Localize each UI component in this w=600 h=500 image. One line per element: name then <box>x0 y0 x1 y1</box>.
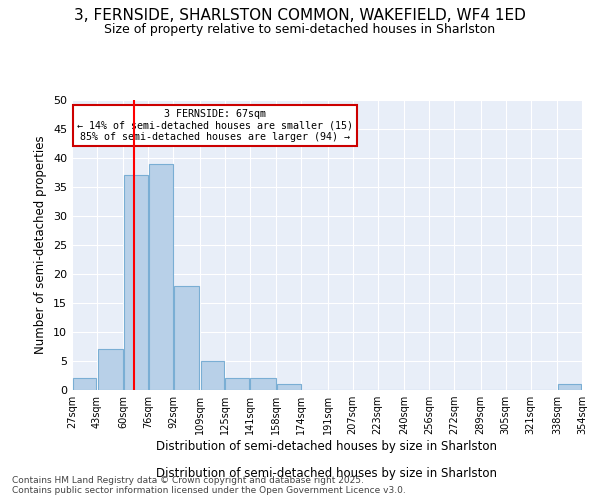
Bar <box>200 361 224 390</box>
Bar <box>174 286 199 390</box>
Text: 3, FERNSIDE, SHARLSTON COMMON, WAKEFIELD, WF4 1ED: 3, FERNSIDE, SHARLSTON COMMON, WAKEFIELD… <box>74 8 526 22</box>
X-axis label: Distribution of semi-detached houses by size in Sharlston: Distribution of semi-detached houses by … <box>157 440 497 453</box>
Bar <box>124 176 148 390</box>
Bar <box>250 378 275 390</box>
Bar <box>226 378 249 390</box>
Bar <box>73 378 97 390</box>
Text: Size of property relative to semi-detached houses in Sharlston: Size of property relative to semi-detach… <box>104 22 496 36</box>
Text: Distribution of semi-detached houses by size in Sharlston: Distribution of semi-detached houses by … <box>157 468 497 480</box>
Bar <box>277 384 301 390</box>
Y-axis label: Number of semi-detached properties: Number of semi-detached properties <box>34 136 47 354</box>
Bar <box>149 164 173 390</box>
Text: Contains HM Land Registry data © Crown copyright and database right 2025.
Contai: Contains HM Land Registry data © Crown c… <box>12 476 406 495</box>
Bar <box>557 384 581 390</box>
Bar <box>98 350 123 390</box>
Text: 3 FERNSIDE: 67sqm  
← 14% of semi-detached houses are smaller (15)
85% of semi-d: 3 FERNSIDE: 67sqm ← 14% of semi-detached… <box>77 108 353 142</box>
